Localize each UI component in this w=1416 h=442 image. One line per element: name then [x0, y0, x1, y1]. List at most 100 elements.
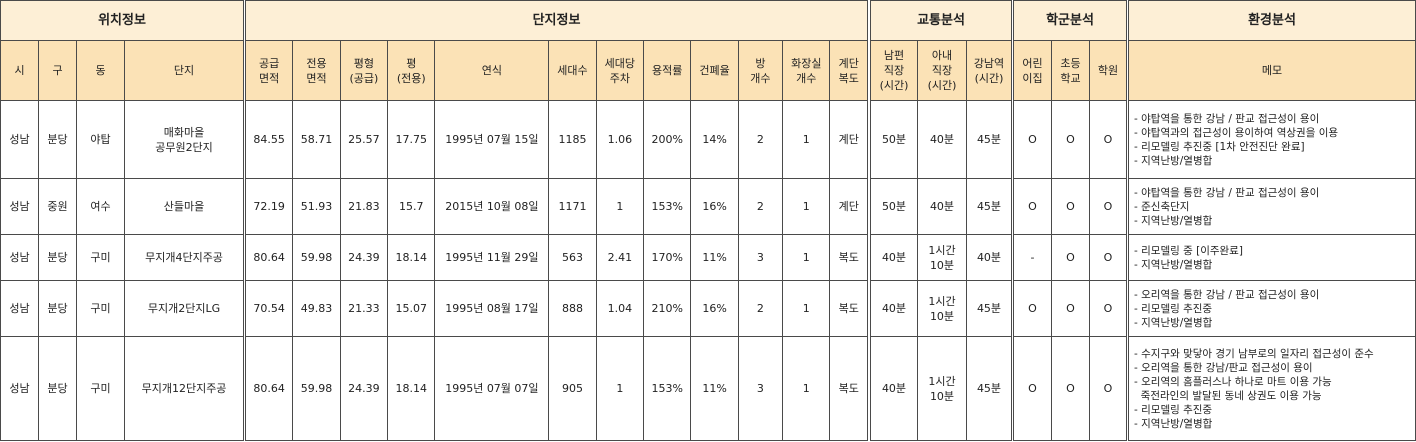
cell-supply-area: 80.64	[244, 336, 294, 441]
cell-pyeong-exclusive: 18.14	[387, 336, 436, 441]
cell-memo: - 오리역을 통한 강남 / 판교 접근성이 용이 - 리모델링 추진중 - 지역난…	[1128, 280, 1416, 337]
cell-pyeong-supply: 25.57	[339, 100, 389, 179]
cell-district: 분당	[38, 234, 77, 281]
cell-households: 905	[548, 336, 597, 441]
table-row: 성남 분당 구미 무지개12단지주공	[0, 336, 245, 441]
col-header-hallway: 계단 복도	[829, 40, 868, 101]
memo-line: - 지역난방/열병합	[1134, 316, 1213, 329]
cell-elementary: O	[1051, 280, 1090, 337]
cell-academy: O	[1088, 100, 1128, 179]
cell-bathrooms: 1	[782, 178, 831, 235]
cell-hallway: 복도	[829, 336, 868, 441]
cell-academy: O	[1088, 336, 1128, 441]
cell-district: 분당	[38, 336, 77, 441]
cell-husband-commute: 50분	[870, 178, 918, 235]
col-header-pyeong-exclusive: 평 (전용)	[387, 40, 436, 101]
cell-rooms: 2	[737, 280, 784, 337]
cell-parking: 1	[595, 336, 645, 441]
cell-built-date: 2015년 10월 08일	[434, 178, 550, 235]
col-header-exclusive-area: 전용 면적	[292, 40, 341, 101]
cell-city: 성남	[0, 280, 39, 337]
group-header-school: 학군분석	[1012, 0, 1128, 41]
cell-bcr: 11%	[690, 234, 739, 281]
cell-far: 153%	[643, 178, 692, 235]
cell-hallway: 계단	[829, 100, 868, 179]
cell-built-date: 1995년 11월 29일	[434, 234, 550, 281]
cell-rooms: 2	[737, 178, 784, 235]
col-header-daycare: 어린 이집	[1013, 40, 1052, 101]
cell-husband-commute: 50분	[870, 100, 918, 179]
group-header-complex: 단지정보	[245, 0, 868, 41]
env-table: 환경분석 메모 - 야탑역을 통한 강남 / 판교 접근성이 용이 - 야탑역과의…	[1128, 0, 1416, 441]
memo-line: - 오리역의 홈플러스나 하나로 마트 이용 가능	[1134, 375, 1332, 388]
cell-complex-name: 무지개12단지주공	[123, 336, 245, 441]
cell-memo: - 야탑역을 통한 강남 / 판교 접근성이 용이 - 야탑역과의 접근성이 용이…	[1128, 100, 1416, 179]
table-row: - 야탑역을 통한 강남 / 판교 접근성이 용이 - 야탑역과의 접근성이 용이…	[1128, 100, 1416, 179]
table-row: 성남 중원 여수 산들마을	[0, 178, 245, 235]
memo-line: - 준신축단지	[1134, 200, 1190, 213]
memo-line: - 오리역을 통한 강남 / 판교 접근성이 용이	[1134, 288, 1320, 301]
memo-line: - 지역난방/열병합	[1134, 258, 1213, 271]
cell-academy: O	[1088, 234, 1128, 281]
cell-exclusive-area: 58.71	[292, 100, 341, 179]
cell-gangnam: 45분	[965, 100, 1013, 179]
cell-wife-commute: 1시간 10분	[917, 336, 967, 441]
cell-elementary: O	[1051, 100, 1090, 179]
cell-hallway: 계단	[829, 178, 868, 235]
cell-supply-area: 70.54	[244, 280, 294, 337]
table-row: 70.54 49.83 21.33 15.07 1995년 08월 17일 888 1.04…	[244, 280, 868, 337]
col-header-academy: 학원	[1088, 40, 1128, 101]
col-header-district: 구	[38, 40, 77, 101]
cell-city: 성남	[0, 336, 39, 441]
table-row: - 수지구와 맞닿아 경기 남부로의 일자리 접근성이 준수 - 오리역을 통한 …	[1128, 336, 1416, 441]
cell-academy: O	[1088, 280, 1128, 337]
cell-dong: 야탑	[76, 100, 125, 179]
col-header-built-date: 연식	[434, 40, 550, 101]
col-header-husband-commute: 남편 직장 (시간)	[870, 40, 918, 101]
cell-pyeong-exclusive: 18.14	[387, 234, 436, 281]
cell-memo: - 야탑역을 통한 강남 / 판교 접근성이 용이 - 준신축단지 - 지역난방/열…	[1128, 178, 1416, 235]
memo-line: - 리모델링 추진중	[1134, 302, 1213, 315]
cell-district: 분당	[38, 100, 77, 179]
col-header-pyeong-supply: 평형 (공급)	[339, 40, 389, 101]
table-row: 성남 분당 구미 무지개4단지주공	[0, 234, 245, 281]
cell-built-date: 1995년 08월 17일	[434, 280, 550, 337]
memo-line: - 오리역을 통한 강남/판교 접근성이 용이	[1134, 361, 1313, 374]
cell-far: 153%	[643, 336, 692, 441]
cell-wife-commute: 1시간 10분	[917, 280, 967, 337]
col-header-gangnam: 강남역 (시간)	[965, 40, 1013, 101]
col-header-dong: 동	[76, 40, 125, 101]
cell-gangnam: 40분	[965, 234, 1013, 281]
group-header-traffic: 교통분석	[869, 0, 1013, 41]
cell-wife-commute: 1시간 10분	[917, 234, 967, 281]
table-row: 성남 분당 구미 무지개2단지LG	[0, 280, 245, 337]
table-row: 50분 40분 45분	[870, 178, 1013, 235]
cell-district: 중원	[38, 178, 77, 235]
cell-far: 210%	[643, 280, 692, 337]
cell-elementary: O	[1051, 178, 1090, 235]
cell-rooms: 3	[737, 234, 784, 281]
cell-complex-name: 매화마을 공무원2단지	[123, 100, 245, 179]
cell-daycare: O	[1013, 280, 1052, 337]
cell-city: 성남	[0, 234, 39, 281]
col-header-city: 시	[0, 40, 39, 101]
cell-rooms: 2	[737, 100, 784, 179]
cell-pyeong-exclusive: 15.7	[387, 178, 436, 235]
cell-built-date: 1995년 07월 15일	[434, 100, 550, 179]
cell-households: 1171	[548, 178, 597, 235]
table-row: - 리모델링 중 [이주완료] - 지역난방/열병합	[1128, 234, 1416, 281]
col-header-memo: 메모	[1128, 40, 1416, 101]
cell-daycare: O	[1013, 336, 1052, 441]
cell-memo: - 리모델링 중 [이주완료] - 지역난방/열병합	[1128, 234, 1416, 281]
cell-bathrooms: 1	[782, 336, 831, 441]
cell-wife-commute: 40분	[917, 100, 967, 179]
cell-far: 170%	[643, 234, 692, 281]
group-header-env: 환경분석	[1128, 0, 1416, 41]
cell-pyeong-exclusive: 17.75	[387, 100, 436, 179]
cell-dong: 구미	[76, 280, 125, 337]
memo-line: - 야탑역과의 접근성이 용이하여 역상권을 이용	[1134, 126, 1339, 139]
table-row: 40분 1시간 10분 45분	[870, 280, 1013, 337]
cell-bcr: 16%	[690, 280, 739, 337]
cell-bcr: 11%	[690, 336, 739, 441]
